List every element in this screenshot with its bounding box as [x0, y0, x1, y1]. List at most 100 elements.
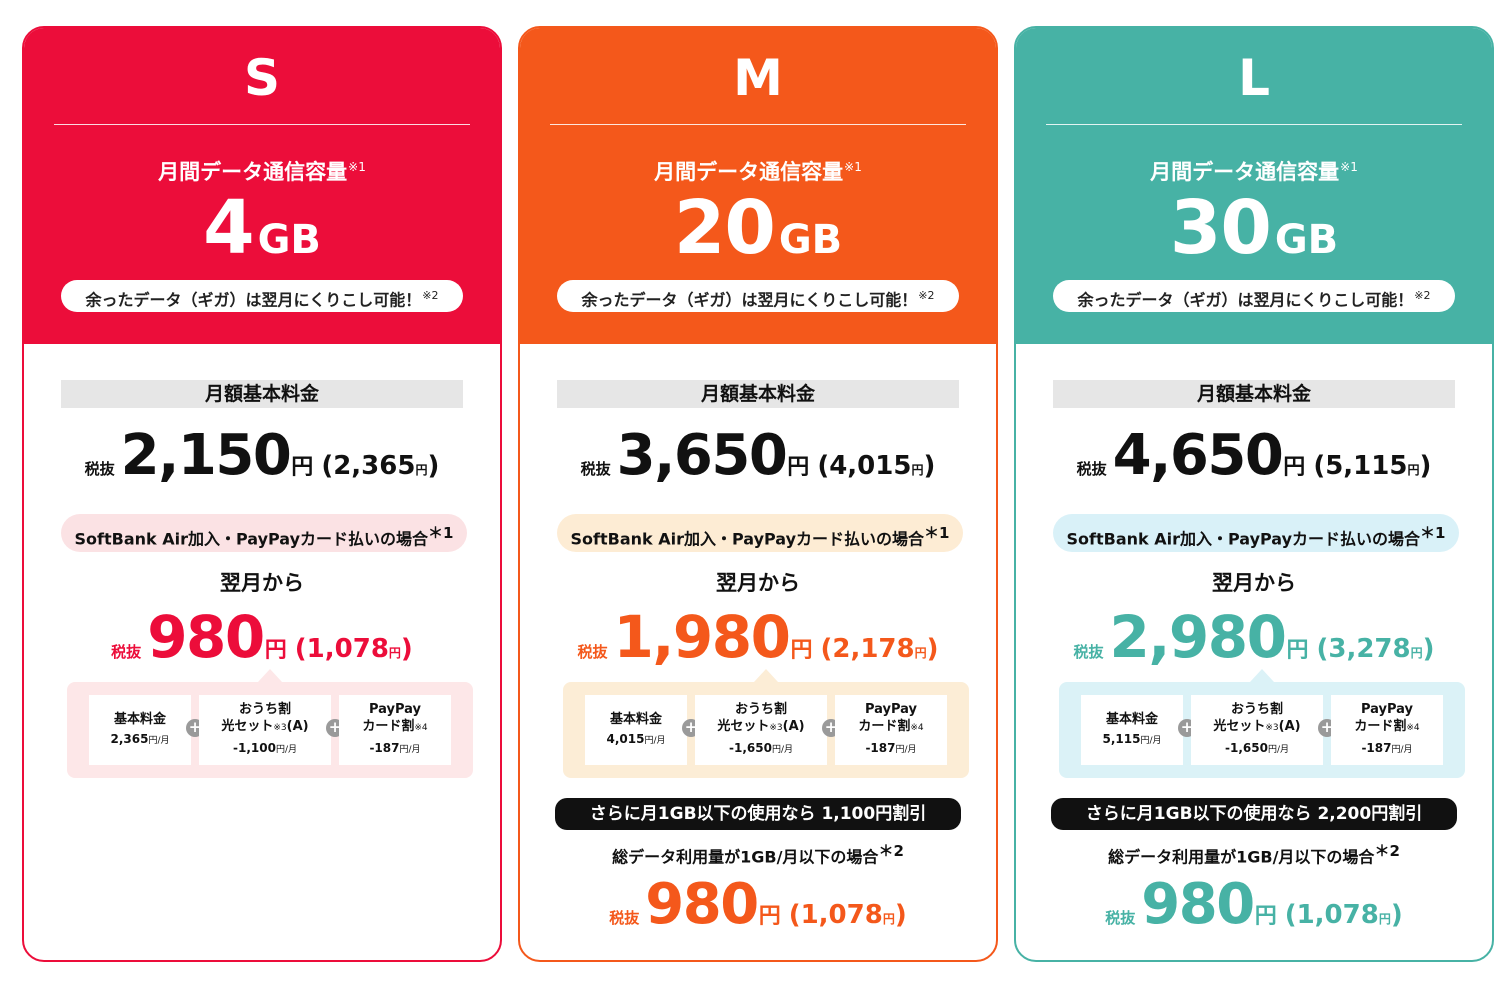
carryover-text: 余ったデータ（ギガ）は翌月にくりこし可能！ [85, 290, 422, 310]
discount-condition-text: SoftBank Air加入・PayPayカード払いの場合 [570, 529, 925, 549]
footnote-mark: ※2 [1414, 289, 1431, 302]
breakdown-title: PayPay [1360, 702, 1414, 717]
data-amount-number: 30 [1169, 185, 1272, 271]
paren-close: ) [427, 451, 440, 481]
breakdown-title: 基本料金 [609, 711, 662, 727]
breakdown-value: 5,115円/月 [1102, 730, 1161, 750]
price-breakdown: 基本料金 2,365円/月 + おうち割 光セット※3(A) -1,100円/月… [67, 669, 473, 778]
breakdown-title: おうち割 [1230, 702, 1283, 717]
breakdown-title: おうち割 [238, 702, 291, 717]
breakdown-amount: -187 [1361, 741, 1392, 755]
data-capacity-amount: 20 GB [520, 188, 996, 288]
breakdown-unit: 円/月 [644, 735, 666, 746]
breakdown-unit: 円/月 [1140, 735, 1162, 746]
low-usage-text: 総データ利用量が1GB/月以下の場合 [612, 847, 879, 867]
tax-excluded-label: 税抜 [1073, 643, 1104, 661]
paren-close: ) [926, 634, 939, 664]
breakdown-suffix: (A) [1278, 719, 1301, 734]
price-breakdown: 基本料金 4,015円/月 + おうち割 光セット※3(A) -1,650円/月… [563, 669, 969, 778]
yen-unit: 円 [1286, 638, 1309, 663]
yen-unit: 円 [790, 638, 813, 663]
low-usage-condition: 総データ利用量が1GB/月以下の場合＊2 [1016, 838, 1492, 870]
tax-excluded-label: 税抜 [1076, 460, 1107, 478]
data-capacity-label: 月間データ通信容量※1 [520, 152, 996, 187]
low-usage-text: 総データ利用量が1GB/月以下の場合 [1108, 847, 1375, 867]
data-capacity-amount: 4 GB [24, 188, 500, 288]
tax-excluded-label: 税抜 [577, 643, 608, 661]
carryover-pill: 余ったデータ（ギガ）は翌月にくりこし可能！※2 [61, 280, 463, 312]
breakdown-unit: 円/月 [895, 745, 917, 755]
breakdown-value: -187円/月 [865, 739, 916, 759]
breakdown-value: -187円/月 [1361, 739, 1412, 759]
breakdown-value: 2,365円/月 [110, 730, 169, 750]
plan-header: S 月間データ通信容量※1 4 GB 余ったデータ（ギガ）は翌月にくりこし可能！※… [24, 28, 500, 344]
breakdown-unit: 円/月 [275, 745, 297, 755]
breakdown-title-line2: 光セット※3(A) [717, 718, 804, 737]
footnote-mark: ※1 [844, 160, 862, 174]
data-capacity-label: 月間データ通信容量※1 [1016, 152, 1492, 187]
base-price: 税抜 2,150円 (2,365円) [24, 424, 500, 502]
breakdown-value: -1,650円/月 [1225, 739, 1289, 759]
base-fee-label: 月額基本料金 [61, 380, 463, 408]
breakdown-amount: -1,100 [233, 741, 276, 755]
low-usage-price-amount: 980 [1141, 872, 1255, 937]
breakdown-base-fee: 基本料金 5,115円/月 [1081, 695, 1183, 765]
base-price-amount: 4,650 [1112, 423, 1284, 488]
data-capacity-text: 月間データ通信容量 [158, 160, 348, 184]
plan-card-m: M 月間データ通信容量※1 20 GB 余ったデータ（ギガ）は翌月にくりこし可能！… [518, 26, 998, 962]
breakdown-ouchi-wari: おうち割 光セット※3(A) -1,650円/月 [1191, 695, 1323, 765]
breakdown-title-text: カード割 [1354, 719, 1407, 734]
low-usage-price: 税抜 980円 (1,078円) [1016, 874, 1492, 950]
yen-unit: 円 [882, 912, 895, 926]
breakdown-paypay-card: PayPay カード割※4 -187円/月 [339, 695, 451, 765]
header-divider [550, 124, 966, 125]
discounted-price: 税抜 2,980円 (3,278円) [1016, 604, 1492, 686]
breakdown-ouchi-wari: おうち割 光セット※3(A) -1,650円/月 [695, 695, 827, 765]
base-fee-label: 月額基本料金 [1053, 380, 1455, 408]
footnote-mark: ※4 [910, 723, 924, 733]
plan-name: M [733, 49, 783, 107]
breakdown-title-text: 光セット [1213, 719, 1266, 734]
footnote-mark: ※1 [348, 160, 366, 174]
breakdown-title: 基本料金 [113, 711, 166, 727]
paren-close: ) [923, 451, 936, 481]
tax-included-price: (2,178 [820, 634, 915, 664]
yen-unit: 円 [758, 904, 781, 929]
breakdown-amount: 2,365 [110, 731, 149, 746]
breakdown-unit: 円/月 [1391, 745, 1413, 755]
tax-excluded-label: 税抜 [609, 909, 640, 927]
breakdown-title: PayPay [864, 702, 918, 717]
carryover-text: 余ったデータ（ギガ）は翌月にくりこし可能！ [581, 290, 918, 310]
footnote-mark: ※3 [273, 723, 287, 733]
footnote-mark: ＊1 [428, 524, 454, 542]
yen-unit: 円 [1407, 463, 1420, 477]
breakdown-title-line2: カード割※4 [362, 718, 427, 737]
breakdown-suffix: (A) [782, 719, 805, 734]
breakdown-amount: 4,015 [606, 731, 645, 746]
breakdown-title: 基本料金 [1105, 711, 1158, 727]
data-amount-number: 20 [673, 185, 776, 271]
yen-unit: 円 [787, 455, 810, 480]
breakdown-title: おうち割 [734, 702, 787, 717]
tax-excluded-label: 税抜 [84, 460, 115, 478]
data-capacity-text: 月間データ通信容量 [1150, 160, 1340, 184]
breakdown-amount: 5,115 [1102, 731, 1141, 746]
discounted-price-amount: 2,980 [1109, 603, 1287, 671]
breakdown-unit: 円/月 [399, 745, 421, 755]
base-price: 税抜 4,650円 (5,115円) [1016, 424, 1492, 502]
yen-unit: 円 [388, 646, 401, 660]
data-amount-number: 4 [203, 185, 254, 271]
breakdown-title-line2: 光セット※3(A) [1213, 718, 1300, 737]
breakdown-amount: -1,650 [1225, 741, 1268, 755]
carryover-pill: 余ったデータ（ギガ）は翌月にくりこし可能！※2 [557, 280, 959, 312]
breakdown-title: PayPay [368, 702, 422, 717]
yen-unit: 円 [1254, 904, 1277, 929]
plan-name: S [243, 49, 280, 107]
price-breakdown: 基本料金 5,115円/月 + おうち割 光セット※3(A) -1,650円/月… [1059, 669, 1465, 778]
breakdown-amount: -187 [369, 741, 400, 755]
discount-condition-pill: SoftBank Air加入・PayPayカード払いの場合＊1 [61, 514, 467, 552]
discount-condition-pill: SoftBank Air加入・PayPayカード払いの場合＊1 [557, 514, 963, 552]
footnote-mark: ＊1 [1420, 524, 1446, 542]
discount-condition-pill: SoftBank Air加入・PayPayカード払いの場合＊1 [1053, 514, 1459, 552]
low-usage-condition: 総データ利用量が1GB/月以下の場合＊2 [520, 838, 996, 870]
